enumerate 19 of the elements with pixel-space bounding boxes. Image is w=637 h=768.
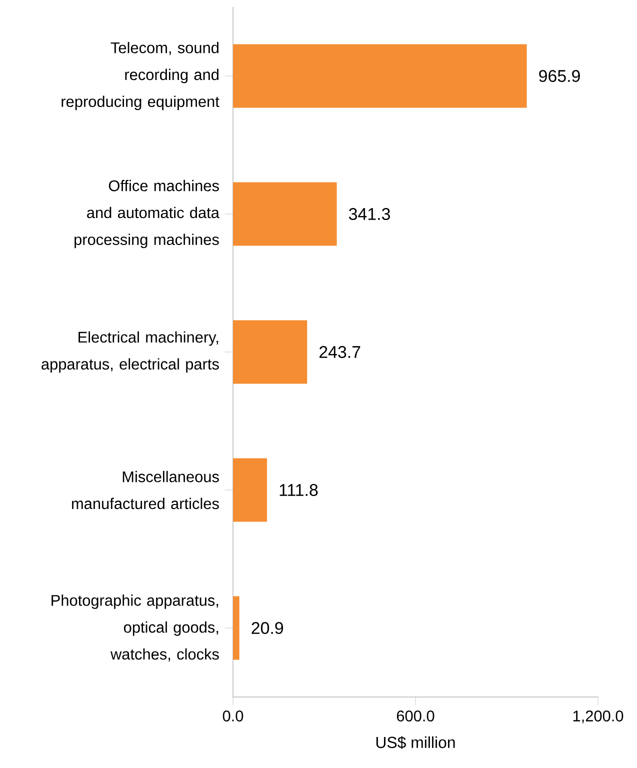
data-label: 20.9 [252, 622, 284, 634]
data-label: 341.3 [348, 208, 390, 220]
bar [232, 182, 337, 246]
x-tick-label: 600.0 [396, 710, 434, 722]
bar [232, 320, 308, 384]
x-tick-label: 0.0 [222, 710, 244, 722]
data-label: 111.8 [280, 484, 318, 496]
y-tick-label: Miscellaneous manufactured articles [72, 470, 219, 510]
bar [232, 44, 527, 108]
bar [232, 596, 240, 660]
bar [232, 458, 268, 522]
y-tick-label: Photographic apparatus, optical goods, watches, clocks [52, 594, 219, 662]
y-tick-label: Electrical machinery, apparatus, electrical parts [42, 331, 219, 373]
x-tick-label: 1,200.0 [573, 710, 624, 724]
y-tick-label: Office machines and automatic data processing machines [74, 180, 220, 248]
x-axis-title: US$ million [376, 736, 455, 750]
data-label: 243.7 [320, 346, 360, 358]
y-tick-label: Telecom, sound recording and reproducing equipment [62, 42, 220, 110]
data-label: 965.9 [539, 70, 580, 82]
